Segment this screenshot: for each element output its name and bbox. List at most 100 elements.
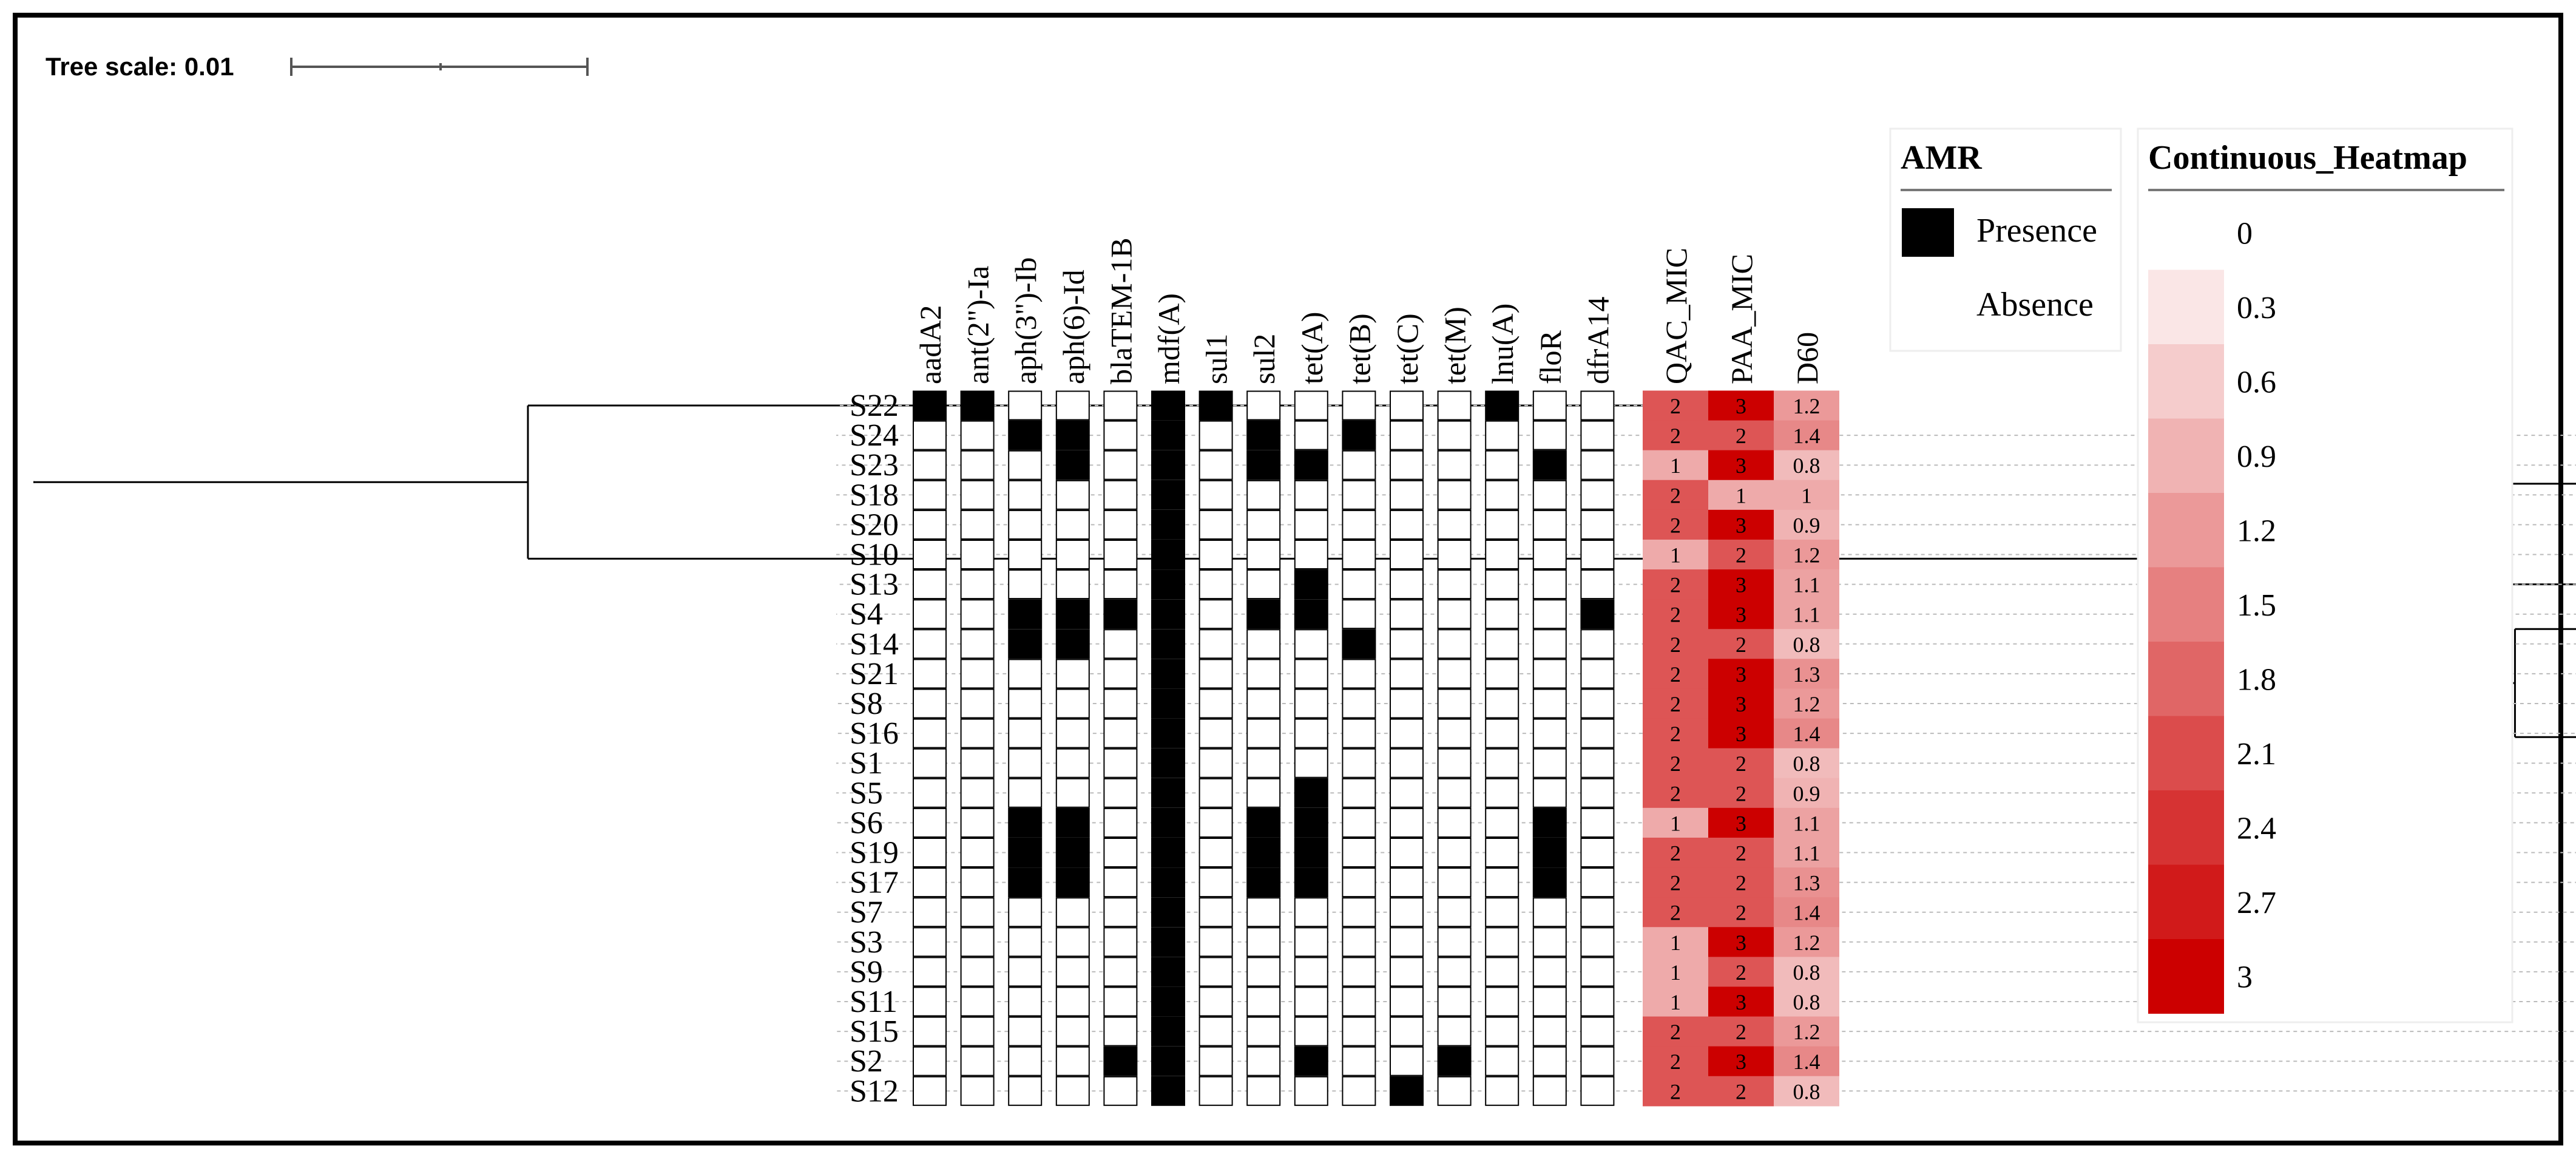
absence-cell	[960, 748, 995, 778]
presence-cell	[1294, 807, 1328, 838]
absence-cell	[1580, 480, 1615, 510]
absence-cell	[913, 420, 947, 450]
absence-cell	[1532, 688, 1567, 719]
absence-cell	[1198, 1076, 1233, 1106]
heatmap-cell	[1774, 688, 1839, 719]
presence-cell	[1055, 807, 1090, 838]
presence-cell	[1008, 629, 1043, 659]
absence-cell	[1008, 897, 1043, 928]
absence-cell	[1342, 569, 1376, 600]
presence-cell	[1008, 867, 1043, 898]
heatmap-cell	[1643, 897, 1708, 928]
absence-cell	[1198, 838, 1233, 867]
presence-cell	[1246, 420, 1281, 450]
sample-label: S6	[850, 806, 883, 840]
heatmap-cell	[1774, 986, 1839, 1017]
absence-cell	[1198, 1046, 1233, 1076]
heatmap-value: 2	[1736, 781, 1746, 806]
absence-cell	[960, 778, 995, 808]
heatmap-cell	[1774, 897, 1839, 928]
absence-cell	[1342, 778, 1376, 808]
absence-cell	[1198, 509, 1233, 540]
absence-cell	[1055, 778, 1090, 808]
absence-cell	[913, 897, 947, 928]
heatmap-cell	[1708, 807, 1774, 838]
absence-cell	[1008, 927, 1043, 957]
presence-cell	[1437, 1046, 1472, 1076]
absence-cell	[1485, 897, 1520, 928]
absence-cell	[1580, 688, 1615, 719]
presence-cell	[1151, 659, 1185, 689]
absence-cell	[1437, 867, 1472, 898]
gene-label: tet(C)	[1390, 313, 1424, 384]
absence-cell	[1532, 1076, 1567, 1106]
heatmap-value: 2	[1670, 722, 1681, 746]
absence-cell	[1532, 957, 1567, 987]
presence-cell	[1294, 599, 1328, 629]
absence-cell	[1055, 1046, 1090, 1076]
absence-cell	[1342, 688, 1376, 719]
presence-cell	[1151, 718, 1185, 748]
heatmap-value: 1	[1670, 990, 1681, 1014]
amr-presence-grid	[913, 390, 1615, 1106]
absence-cell	[1103, 778, 1138, 808]
absence-cell	[1008, 509, 1043, 540]
absence-cell	[1294, 629, 1328, 659]
heatmap-value: 1	[1670, 931, 1681, 955]
absence-cell	[1246, 688, 1281, 719]
absence-cell	[1580, 1016, 1615, 1047]
heatmap-legend-swatch	[2148, 567, 2224, 642]
heatmap-value: 3	[1736, 931, 1746, 955]
heatmap-legend-label: 1.2	[2237, 514, 2276, 548]
gene-label: blaTEM-1B	[1104, 237, 1138, 384]
heatmap-cell	[1643, 450, 1708, 481]
absence-cell	[1008, 390, 1043, 421]
heatmap-value: 2	[1670, 633, 1681, 657]
sample-label: S2	[850, 1044, 883, 1079]
heatmap-legend-label: 1.8	[2237, 662, 2276, 697]
heatmap-legend-label: 2.4	[2237, 811, 2276, 846]
amr-legend: AMR Presence Absence	[1889, 127, 2122, 352]
heatmap-cell	[1708, 897, 1774, 928]
presence-cell	[1055, 867, 1090, 898]
heatmap-value: 0.8	[1793, 752, 1820, 776]
heatmap-value: 2	[1736, 543, 1746, 568]
heatmap-cell	[1643, 1016, 1708, 1047]
presence-cell	[1151, 807, 1185, 838]
absence-cell	[1055, 1076, 1090, 1106]
absence-cell	[1198, 867, 1233, 898]
heatmap-column-label: QAC_MIC	[1659, 248, 1693, 384]
presence-cell	[1294, 867, 1328, 898]
presence-cell	[1008, 838, 1043, 867]
absence-cell	[1342, 986, 1376, 1017]
absence-cell	[1246, 957, 1281, 987]
absence-cell	[1437, 540, 1472, 569]
absence-cell	[960, 688, 995, 719]
heatmap-cell	[1643, 807, 1708, 838]
heatmap-value: 3	[1736, 394, 1746, 418]
absence-cell	[913, 1016, 947, 1047]
presence-cell	[1294, 778, 1328, 808]
heatmap-legend-swatch	[2148, 270, 2224, 345]
heatmap-cell	[1708, 450, 1774, 481]
absence-cell	[1390, 718, 1424, 748]
absence-cell	[1008, 986, 1043, 1017]
absence-cell	[1198, 659, 1233, 689]
presence-cell	[1532, 838, 1567, 867]
sample-label: S14	[850, 627, 899, 662]
presence-cell	[1294, 450, 1328, 480]
absence-cell	[1198, 480, 1233, 510]
heatmap-legend-label: 3	[2237, 960, 2253, 994]
absence-cell	[1103, 807, 1138, 838]
heatmap-cell	[1643, 599, 1708, 629]
heatmap-cell	[1774, 1016, 1839, 1047]
absence-cell	[960, 1046, 995, 1076]
heatmap-cell	[1708, 1046, 1774, 1077]
absence-cell	[1437, 778, 1472, 808]
absence-cell	[1342, 838, 1376, 867]
absence-cell	[1485, 480, 1520, 510]
absence-cell	[1390, 1016, 1424, 1047]
heatmap-cell	[1643, 957, 1708, 988]
absence-cell	[1294, 1016, 1328, 1047]
absence-cell	[1532, 927, 1567, 957]
